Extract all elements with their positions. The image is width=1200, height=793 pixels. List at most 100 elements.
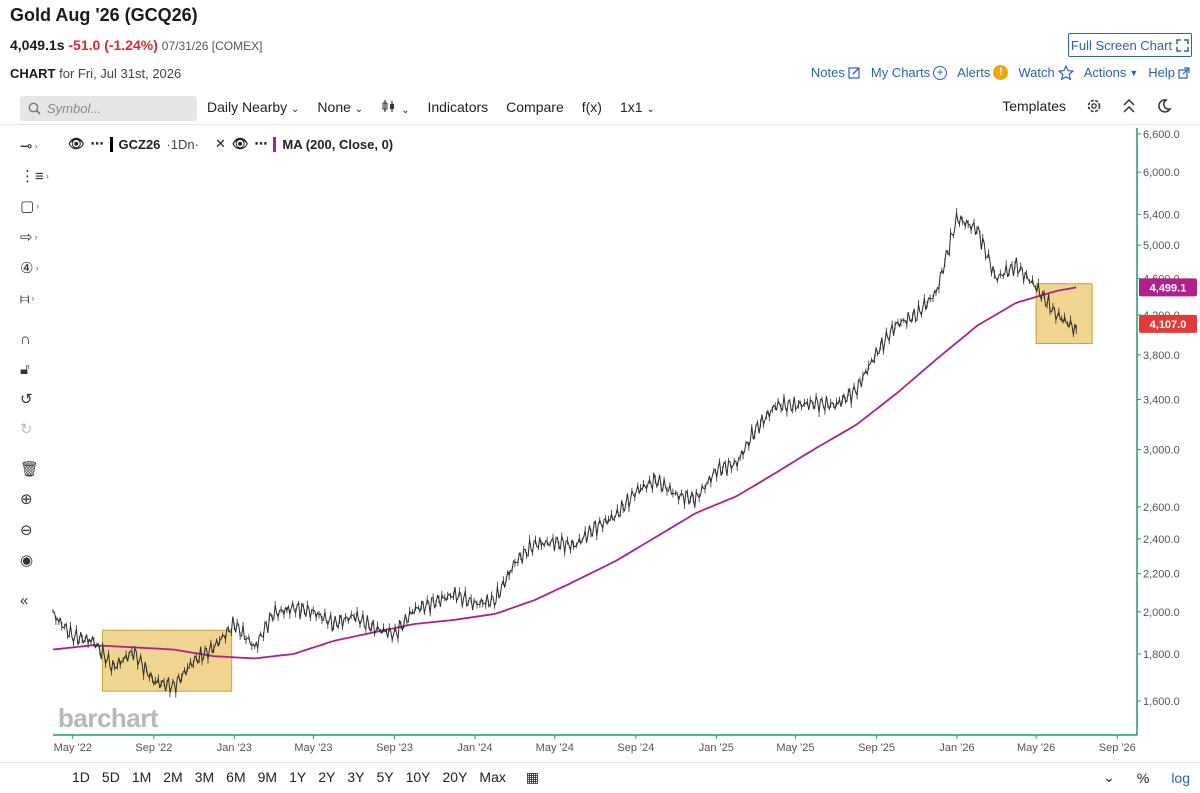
zoom-in-button[interactable]: ⊕ — [20, 489, 46, 509]
period-button[interactable]: Max — [479, 769, 506, 785]
templates-button[interactable]: Templates — [1002, 98, 1066, 114]
more-icon[interactable]: ⋯ — [254, 136, 268, 151]
chevron-right-icon: › — [34, 232, 38, 242]
double-chevron-left-icon: « — [20, 591, 29, 609]
caret-down-icon: ▼ — [1129, 67, 1139, 78]
arrow-tool[interactable]: ⇨ › — [20, 227, 46, 247]
fullscreen-label: Full Screen Chart — [1070, 37, 1173, 53]
arrow-icon: ⇨ — [20, 229, 33, 246]
measure-tool[interactable]: ⧦ › — [20, 288, 46, 308]
period-button[interactable]: 3M — [194, 769, 215, 785]
rectangle-icon: ▢ — [20, 198, 35, 215]
help-link[interactable]: Help — [1148, 65, 1190, 80]
interval-dropdown[interactable]: Daily Nearby ⌄ — [207, 99, 299, 116]
chevron-down-icon: ⌄ — [291, 104, 300, 115]
compare-button[interactable]: Compare — [506, 99, 564, 115]
aggregation-dropdown[interactable]: None ⌄ — [317, 99, 363, 116]
period-button[interactable]: 9M — [257, 769, 278, 785]
x-tick-label: May '25 — [776, 742, 814, 754]
quote-row: 4,049.1s -51.0 (-1.24%) 07/31/26 [COMEX] — [10, 37, 262, 53]
y-tick-label: 6,000.0 — [1143, 167, 1180, 179]
edit-icon — [848, 67, 860, 79]
y-tick-label: 3,000.0 — [1143, 445, 1180, 457]
barchart-watermark: barchart — [58, 703, 159, 733]
function-button[interactable]: f(x) — [581, 99, 602, 115]
more-icon[interactable]: ⋯ — [90, 136, 104, 151]
ma-color-swatch — [273, 136, 277, 152]
redo-icon: ↻ — [20, 421, 33, 438]
period-button[interactable]: 2M — [163, 769, 183, 785]
percent-toggle[interactable]: % — [1136, 769, 1150, 786]
symbol-placeholder: Symbol... — [47, 101, 102, 116]
notes-link[interactable]: Notes — [811, 65, 861, 80]
expand-icon — [1176, 38, 1189, 52]
actions-menu[interactable]: Actions ▼ — [1084, 65, 1139, 80]
shape-tool[interactable]: ▢ › — [20, 196, 46, 216]
last-price-label: 4,107.0 — [1139, 314, 1197, 333]
candlestick-icon — [382, 100, 395, 112]
external-link-icon — [1178, 66, 1190, 79]
collapse-icon[interactable] — [1122, 98, 1136, 114]
zoom-in-icon: ⊕ — [20, 491, 33, 508]
chevron-down-double-icon[interactable]: ⌄ — [1103, 769, 1115, 785]
watch-link[interactable]: Watch — [1018, 65, 1074, 80]
bottom-right-controls: ⌄ % log — [1103, 769, 1190, 786]
gear-icon[interactable] — [1086, 98, 1102, 114]
ma-series — [52, 286, 1077, 660]
y-tick-label: 5,400.0 — [1143, 209, 1180, 221]
layout-dropdown[interactable]: 1x1 ⌄ — [620, 99, 655, 116]
alerts-link[interactable]: Alerts ! — [957, 65, 1009, 80]
period-button[interactable]: 1D — [72, 769, 90, 785]
watch-label: Watch — [1018, 65, 1055, 80]
line-tool[interactable]: ⊸ › — [20, 136, 46, 156]
magnet-tool[interactable]: ∩ — [20, 329, 46, 349]
period-button[interactable]: 6M — [226, 769, 246, 785]
legend-interval: ·1Dn· — [166, 136, 199, 152]
eye-icon[interactable]: 👁︎ — [231, 136, 249, 151]
log-toggle[interactable]: log — [1171, 769, 1190, 786]
period-button[interactable]: 5D — [101, 769, 120, 785]
indicators-button[interactable]: Indicators — [427, 99, 489, 115]
period-buttons: 1D 5D 1M 2M 3M 6M 9M 1Y 2Y 3Y 5Y 10Y 20Y Max ▦ — [72, 769, 539, 786]
x-tick-label: May '23 — [294, 742, 332, 754]
x-tick-label: Sep '22 — [135, 742, 172, 754]
add-circle-icon: + — [933, 65, 948, 80]
period-button[interactable]: 10Y — [405, 769, 431, 785]
y-tick-label: 3,800.0 — [1143, 350, 1180, 362]
period-button[interactable]: 3Y — [347, 769, 365, 785]
zoom-out-button[interactable]: ⊖ — [20, 520, 46, 540]
period-button[interactable]: 5Y — [376, 769, 394, 785]
line-tool-icon: ⊸ — [20, 138, 33, 155]
period-button[interactable]: 20Y — [442, 769, 468, 785]
period-button[interactable]: 2Y — [318, 769, 336, 785]
fib-tool[interactable]: ⋮≡ › — [20, 166, 49, 186]
chevron-down-icon: ⌄ — [401, 105, 410, 116]
period-button[interactable]: 1M — [131, 769, 152, 785]
lock-tool[interactable]: 🔓︎ — [20, 359, 46, 379]
y-tick-label: 1,600.0 — [1143, 696, 1180, 708]
chart-legend: 👁︎ ⋯ GCZ26 ·1Dn· ✕ 👁︎ ⋯ MA (200, Close, … — [68, 136, 393, 152]
y-tick-label: 3,400.0 — [1143, 394, 1180, 406]
close-icon[interactable]: ✕ — [214, 136, 226, 151]
toolbar-items: Daily Nearby ⌄ None ⌄ ⌄ Indicators Compa… — [207, 99, 655, 116]
ma-line — [52, 286, 1077, 660]
symbol-search-input[interactable]: Symbol... — [20, 96, 197, 121]
undo-button[interactable]: ↺ — [20, 389, 46, 409]
annotation-tool[interactable]: ④ › — [20, 258, 46, 278]
visibility-button[interactable]: ◉ — [20, 550, 46, 570]
x-tick-label: Sep '24 — [617, 742, 654, 754]
chevron-right-icon: › — [31, 293, 35, 303]
period-button[interactable]: 1Y — [289, 769, 307, 785]
redo-button[interactable]: ↻ — [20, 419, 46, 439]
eye-icon[interactable]: 👁︎ — [68, 136, 85, 151]
fullscreen-button[interactable]: Full Screen Chart — [1068, 33, 1192, 57]
chart-date-label: CHART for Fri, Jul 31st, 2026 — [10, 66, 181, 81]
calendar-icon[interactable]: ▦ — [525, 769, 540, 785]
moon-icon[interactable] — [1156, 98, 1172, 114]
delete-button[interactable]: 🗑︎ — [20, 459, 46, 479]
unlock-icon: 🔓︎ — [20, 360, 30, 378]
collapse-panel-button[interactable]: « — [20, 590, 46, 610]
chart-type-dropdown[interactable]: ⌄ — [381, 99, 409, 116]
my-charts-link[interactable]: My Charts + — [871, 65, 948, 80]
